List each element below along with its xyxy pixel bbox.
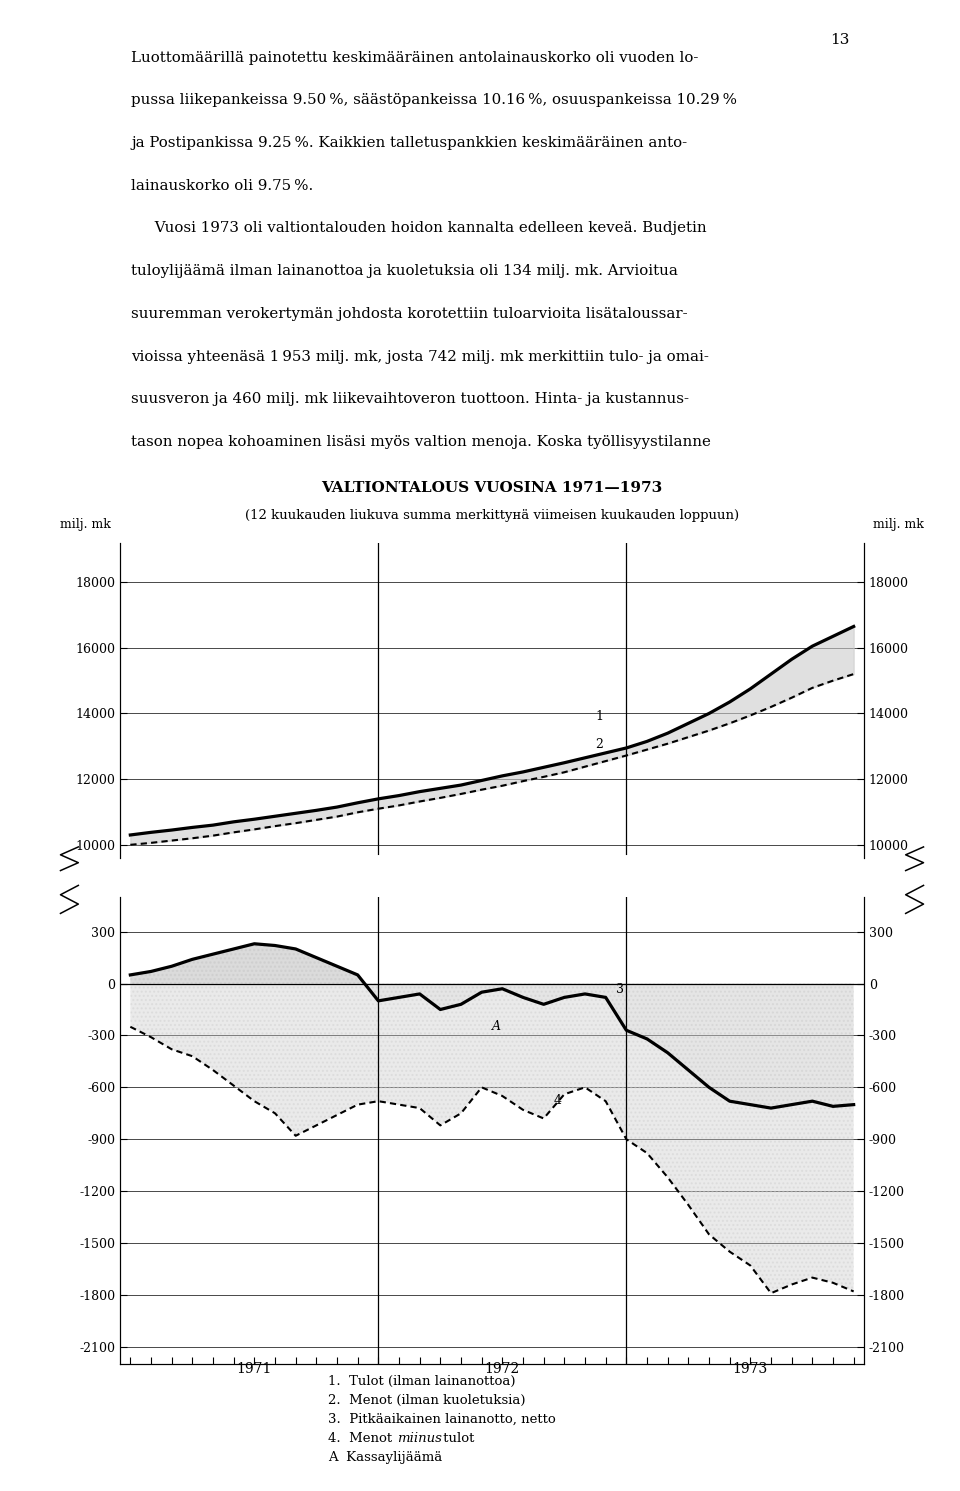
Text: tuloylijäämä ilman lainanottoa ja kuoletuksia oli 134 milj. mk. Arvioitua: tuloylijäämä ilman lainanottoa ja kuolet… — [132, 264, 678, 279]
Text: pussa liikepankeissa 9.50 %, säästöpankeissa 10.16 %, osuuspankeissa 10.29 %: pussa liikepankeissa 9.50 %, säästöpanke… — [132, 94, 737, 107]
Text: 2: 2 — [595, 738, 603, 751]
Text: suuremman verokertymän johdosta korotettiin tuloarvioita lisätaloussar-: suuremman verokertymän johdosta korotett… — [132, 307, 687, 321]
Text: 4.  Menot: 4. Menot — [328, 1431, 396, 1445]
Text: Luottomäärillä painotettu keskimääräinen antolainauskorko oli vuoden lo-: Luottomäärillä painotettu keskimääräinen… — [132, 51, 699, 64]
Text: milj. mk: milj. mk — [873, 517, 924, 531]
Text: 1: 1 — [595, 710, 603, 723]
Text: 3.  Pitkäaikainen lainanotto, netto: 3. Pitkäaikainen lainanotto, netto — [328, 1413, 556, 1425]
Text: miinus: miinus — [397, 1431, 443, 1445]
Text: lainauskorko oli 9.75 %.: lainauskorko oli 9.75 %. — [132, 179, 313, 192]
Text: 3: 3 — [616, 983, 624, 996]
Text: 1972: 1972 — [485, 1363, 520, 1376]
Text: A  Kassaylijäämä: A Kassaylijäämä — [328, 1451, 443, 1464]
Text: vioissa yhteenäsä 1 953 milj. mk, josta 742 milj. mk merkittiin tulo- ja omai-: vioissa yhteenäsä 1 953 milj. mk, josta … — [132, 349, 709, 364]
Text: 2.  Menot (ilman kuoletuksia): 2. Menot (ilman kuoletuksia) — [328, 1394, 526, 1408]
Text: tulot: tulot — [439, 1431, 474, 1445]
Text: 1973: 1973 — [732, 1363, 768, 1376]
Text: 1971: 1971 — [237, 1363, 272, 1376]
Text: VALTIONTALOUS VUOSINA 1971—1973: VALTIONTALOUS VUOSINA 1971—1973 — [322, 482, 662, 495]
Text: A: A — [492, 1020, 501, 1033]
Text: tason nopea kohoaminen lisäsi myös valtion menoja. Koska työllisyystilanne: tason nopea kohoaminen lisäsi myös valti… — [132, 435, 711, 449]
Text: 4: 4 — [554, 1094, 562, 1106]
Text: ja Postipankissa 9.25 %. Kaikkien talletuspankkien keskimääräinen anto-: ja Postipankissa 9.25 %. Kaikkien tallet… — [132, 136, 687, 151]
Text: 1.  Tulot (ilman lainanottoa): 1. Tulot (ilman lainanottoa) — [328, 1375, 516, 1388]
Text: 13: 13 — [829, 33, 849, 46]
Text: Vuosi 1973 oli valtiontalouden hoidon kannalta edelleen keveä. Budjetin: Vuosi 1973 oli valtiontalouden hoidon ka… — [132, 222, 707, 236]
Text: suusveron ja 460 milj. mk liikevaihtoveron tuottoon. Hinta- ja kustannus-: suusveron ja 460 milj. mk liikevaihtover… — [132, 392, 689, 406]
Text: milj. mk: milj. mk — [60, 517, 111, 531]
Text: (12 kuukauden liukuva summa merkittyнä viimeisen kuukauden loppuun): (12 kuukauden liukuva summa merkittyнä v… — [245, 508, 739, 522]
